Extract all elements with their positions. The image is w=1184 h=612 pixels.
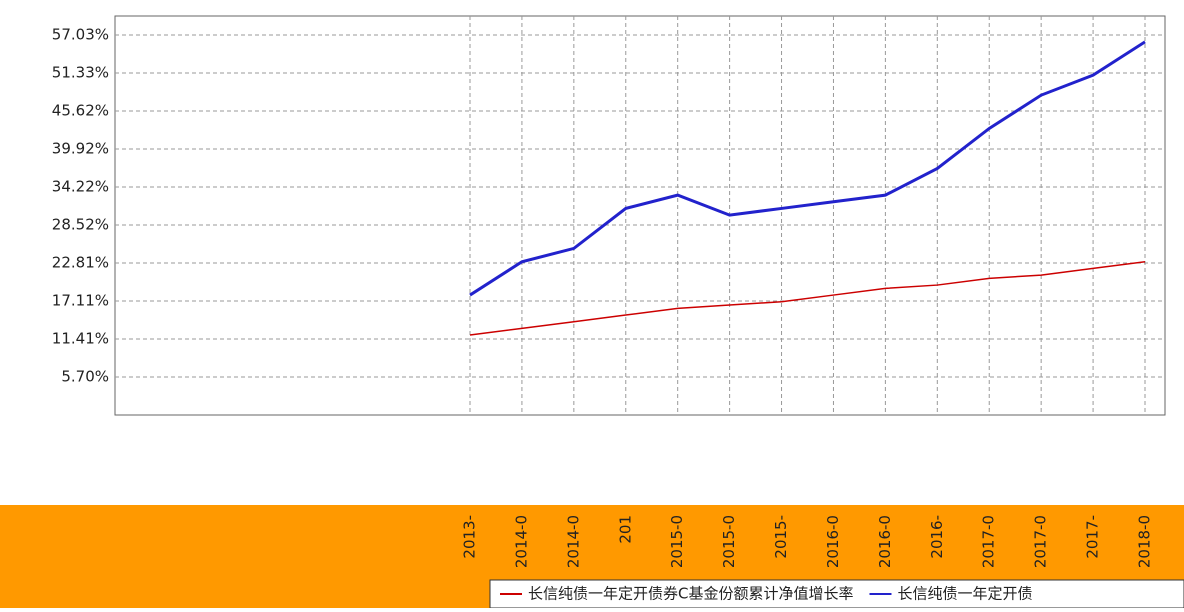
y-tick-label: 22.81% (52, 254, 109, 272)
y-tick-label: 34.22% (52, 177, 109, 195)
y-tick-label: 39.92% (52, 140, 109, 158)
y-tick-label: 45.62% (52, 102, 109, 120)
x-tick-label: 2016-0 (824, 515, 842, 568)
x-tick-label: 2014-0 (564, 515, 582, 568)
x-tick-label: 2014-0 (512, 515, 530, 568)
y-tick-label: 5.70% (61, 368, 109, 386)
x-tick-label: 2013- (461, 515, 479, 559)
legend: 长信纯债一年定开债券C基金份额累计净值增长率 长信纯债一年定开债 (490, 580, 1184, 608)
x-tick-label: 2016- (928, 515, 946, 559)
plot-area (115, 16, 1165, 415)
x-tick-label: 201 (616, 515, 634, 544)
page: {"chart_data": {"type": "line", "categor… (0, 0, 1184, 608)
y-tick-label: 51.33% (52, 63, 109, 81)
y-tick-label: 57.03% (52, 25, 109, 43)
y-tick-label: 11.41% (52, 329, 109, 347)
chart: 长信纯债一年定开债券C基金份额累计净值增长率 长信纯债一年定开债 5.70% 11.… (0, 0, 1184, 608)
legend-label: 长信纯债一年定开债券C基金份额累计净值增长率 (528, 585, 853, 603)
x-tick-label: 2017-0 (980, 515, 998, 568)
y-tick-label: 17.11% (52, 291, 109, 309)
x-tick-label: 2018-0 (1136, 515, 1154, 568)
x-tick-label: 2015- (772, 515, 790, 559)
x-tick-label: 2015-0 (720, 515, 738, 568)
x-tick-label: 2015-0 (668, 515, 686, 568)
y-tick-label: 28.52% (52, 215, 109, 233)
x-tick-label: 2017- (1084, 515, 1102, 559)
x-tick-label: 2016-0 (876, 515, 894, 568)
x-tick-label: 2017-0 (1032, 515, 1050, 568)
legend-label: 长信纯债一年定开债 (897, 585, 1032, 603)
